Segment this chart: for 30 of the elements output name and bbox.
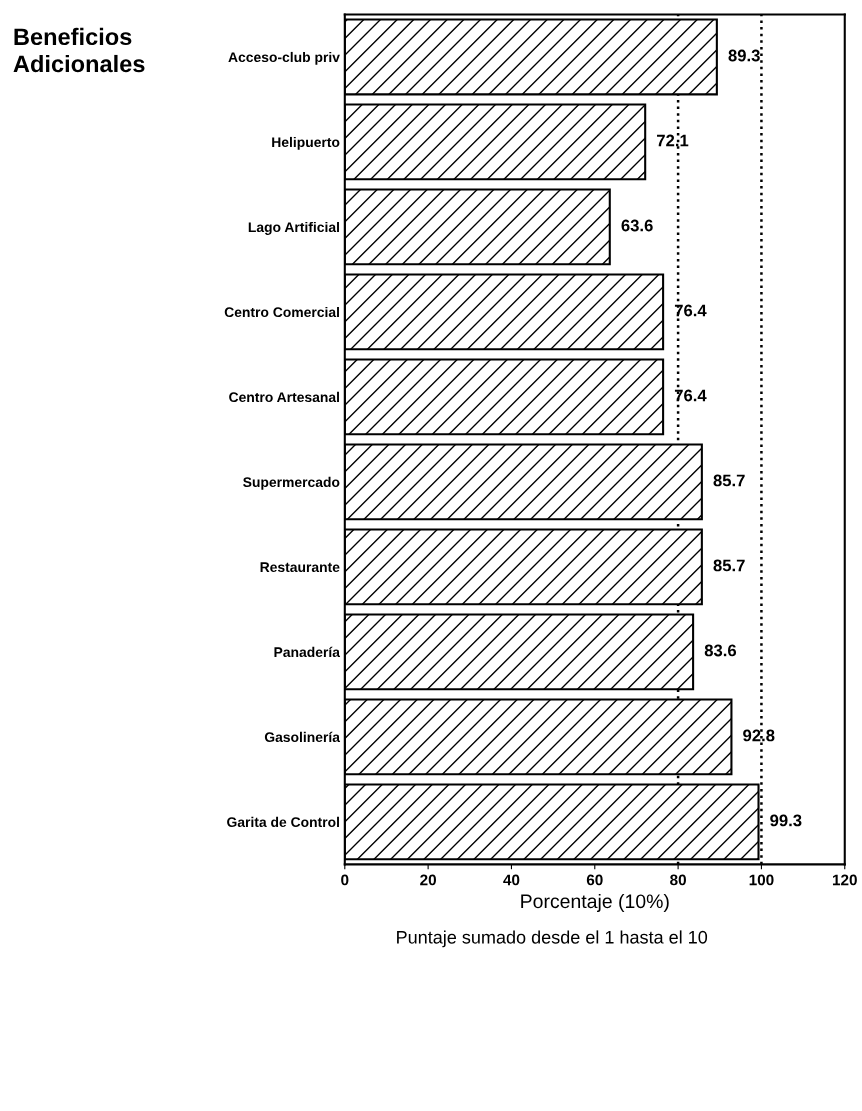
data-label: 85.7 [713,559,745,572]
text: Beneficios Adicionales [13,27,145,73]
data-label: 83.6 [704,644,737,657]
y-tick-label: Panadería [274,646,341,658]
y-tick-label: Restaurante [260,562,340,573]
x-tick-label: 120 [832,874,857,886]
x-tick-label: 40 [503,874,520,886]
data-label: 76.4 [674,389,707,402]
y-tick-label: Centro Artesanal [229,391,339,403]
y-tick-label: Garita de Control [227,816,339,828]
y-tick-label: Acceso-club priv [228,51,340,65]
y-tick-label: Lago Artificial [248,221,339,235]
y-tick-label: Gasolinería [264,731,341,743]
y-tick-label: Centro Comercial [224,306,339,318]
x-tick-label: 100 [749,874,774,886]
y-tick-label: Supermercado [243,476,340,490]
data-label: 63.6 [621,219,653,232]
y-tick-label: Helipuerto [272,136,340,150]
data-label: 99.3 [770,814,802,827]
x-tick-label: 60 [586,874,603,886]
data-label: 72.1 [657,134,689,147]
x-tick-label: 80 [670,874,686,886]
data-label: 89.3 [728,49,760,62]
x-tick-label: 0 [341,874,349,886]
data-label: 76.4 [674,304,707,317]
data-label: 85.7 [713,474,745,487]
x-tick-label: 20 [420,874,436,886]
text: Puntaje sumado desde el 1 hasta el 10 [397,930,708,948]
x-axis-title: Porcentaje (10%) [521,893,669,912]
data-label: 92.8 [743,729,775,742]
